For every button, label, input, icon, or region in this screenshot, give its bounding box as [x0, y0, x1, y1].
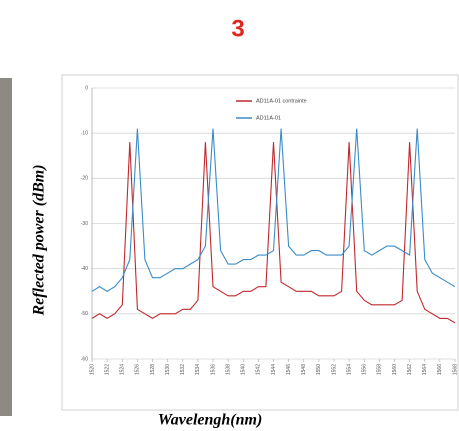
x-tick-label: 1548	[301, 364, 307, 375]
x-tick-label: 1534	[195, 364, 201, 375]
x-tick-label: 1536	[210, 364, 216, 375]
y-tick-label: -30	[81, 221, 88, 227]
x-tick-label: 1552	[331, 364, 337, 375]
x-tick-label: 1540	[241, 364, 247, 375]
x-tick-label: 1564	[422, 364, 428, 375]
x-tick-label: 1544	[271, 364, 277, 375]
x-tick-label: 1554	[346, 364, 352, 375]
slide-number: 3	[231, 15, 244, 42]
x-tick-label: 1538	[225, 364, 231, 375]
x-tick-label: 1526	[135, 364, 141, 375]
series-line	[91, 128, 456, 292]
chart-frame	[61, 74, 459, 411]
x-tick-label: 1542	[256, 364, 262, 375]
x-tick-label: 1568	[452, 364, 458, 375]
y-tick-label: -40	[81, 266, 88, 272]
photo-edge	[0, 78, 12, 416]
y-tick-label: -10	[81, 130, 88, 136]
x-tick-label: 1566	[437, 364, 443, 375]
y-tick-label: 0	[85, 85, 88, 91]
x-tick-label: 1556	[362, 364, 368, 375]
x-tick-label: 1530	[165, 364, 171, 375]
y-tick-label: -20	[81, 176, 88, 182]
x-tick-label: 1550	[316, 364, 322, 375]
x-tick-label: 1528	[150, 364, 156, 375]
legend-label: AD11A-01 contrainte	[256, 98, 307, 104]
x-tick-label: 1532	[180, 364, 186, 375]
x-tick-label: 1524	[120, 364, 126, 375]
x-tick-label: 1558	[377, 364, 383, 375]
x-tick-label: 1546	[286, 364, 292, 375]
x-tick-label: 1522	[104, 364, 110, 375]
y-axis-title: Reflected power (dBm)	[31, 164, 48, 316]
y-tick-label: -60	[81, 356, 88, 362]
x-tick-label: 1520	[89, 364, 95, 375]
legend-label: AD11A-01	[256, 115, 281, 121]
x-axis-title: Wavelengh(nm)	[158, 412, 263, 429]
series-line	[91, 142, 456, 324]
x-tick-label: 1560	[392, 364, 398, 375]
y-tick-label: -50	[81, 311, 88, 317]
x-tick-label: 1562	[407, 364, 413, 375]
